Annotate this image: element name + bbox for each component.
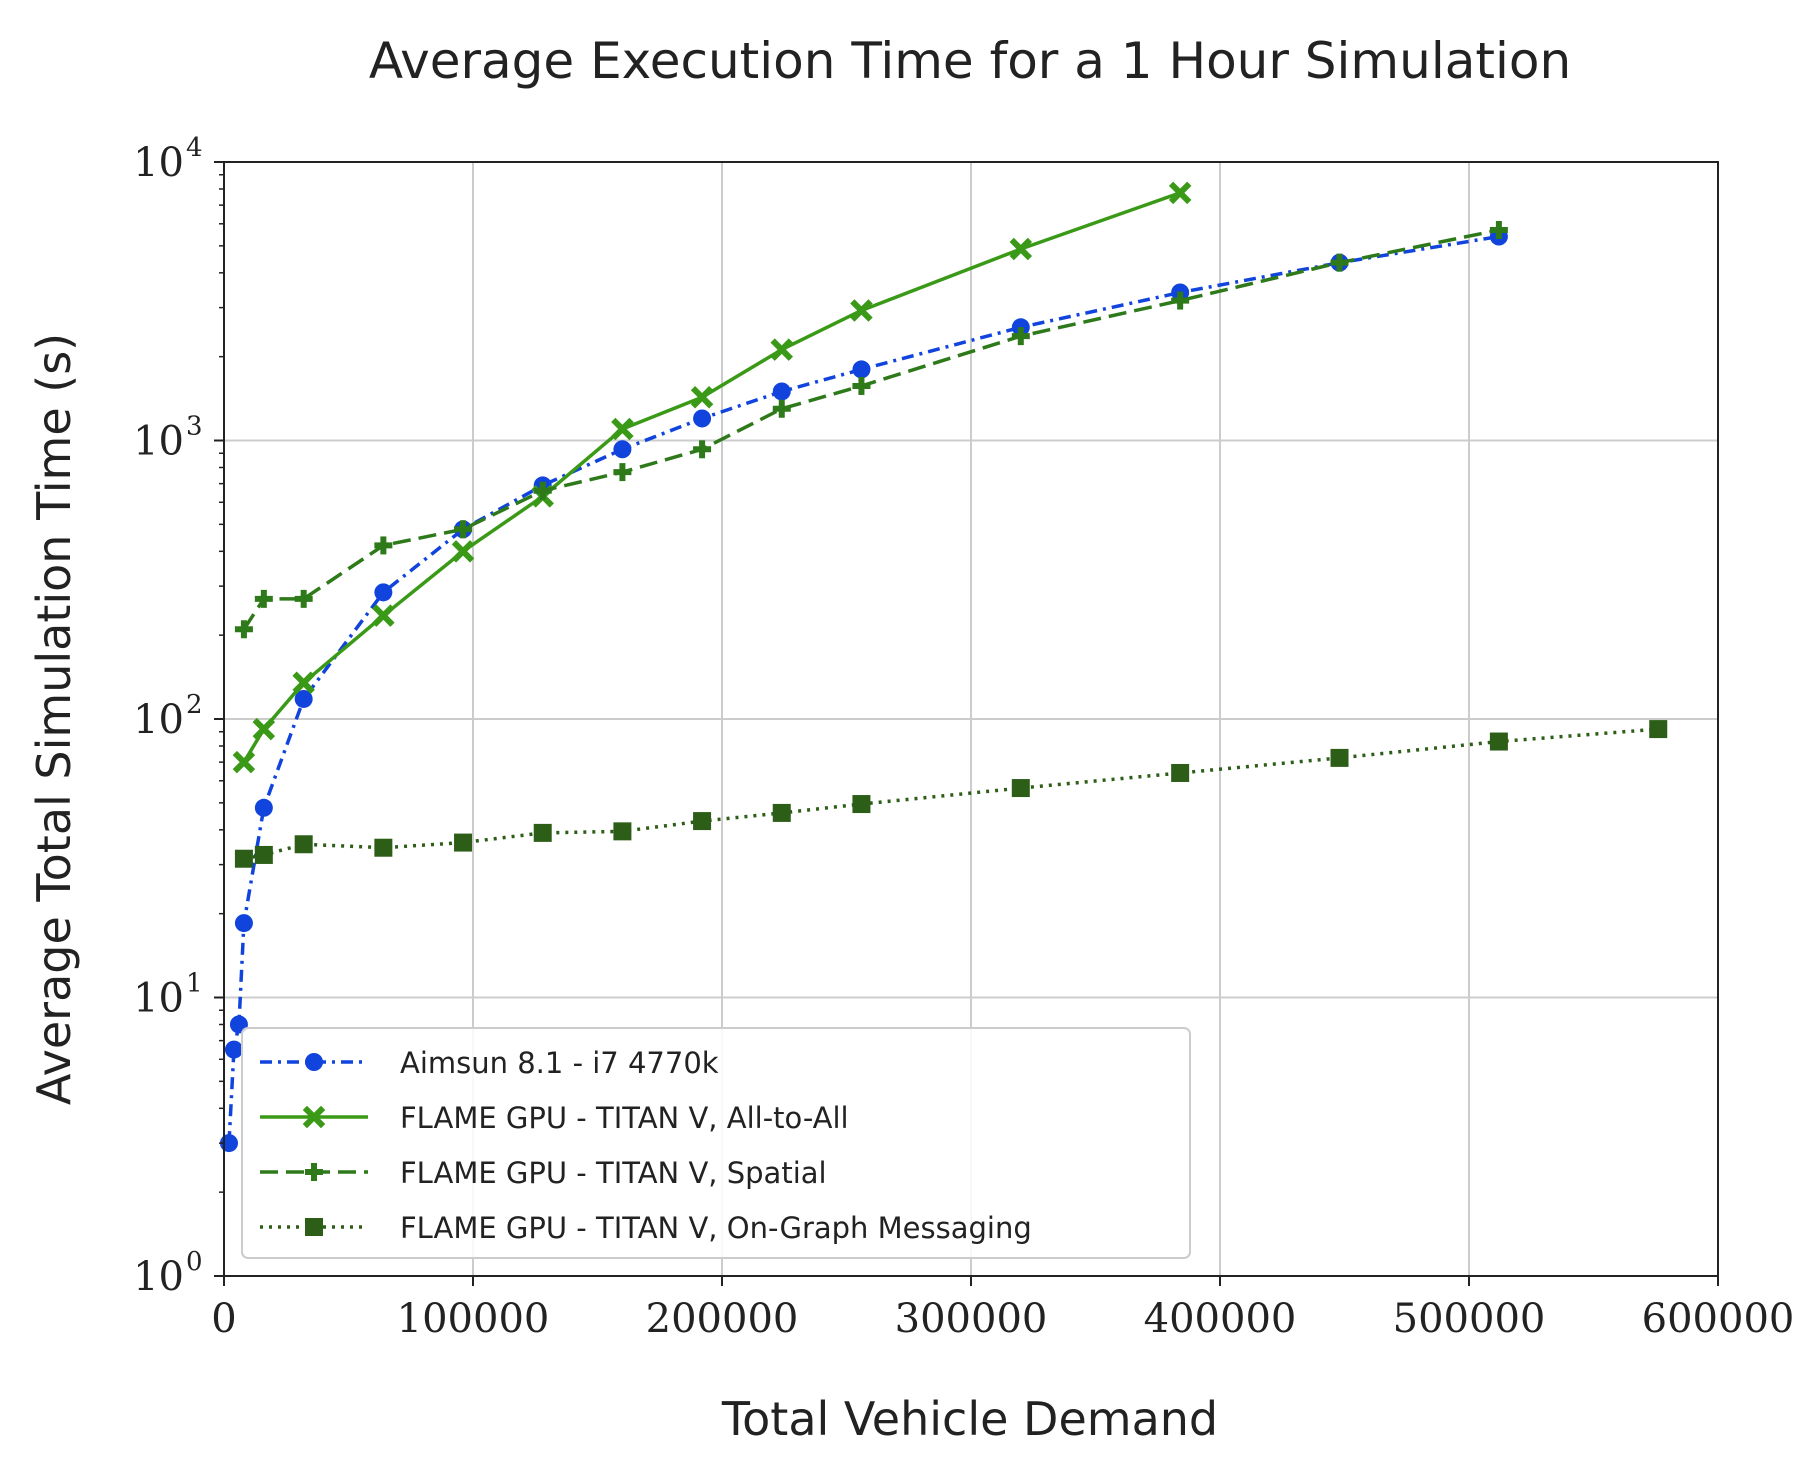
- data-point: [374, 536, 393, 555]
- legend-marker: [305, 1163, 323, 1181]
- data-point: [533, 481, 552, 500]
- legend-marker: [305, 1218, 323, 1236]
- data-point: [451, 540, 475, 563]
- data-point: [852, 376, 871, 395]
- x-tick-label: 500000: [1393, 1296, 1546, 1342]
- data-point: [770, 338, 794, 361]
- data-point: [693, 440, 712, 459]
- y-tick-label: 10: [133, 697, 184, 743]
- series-flame-gpu-titan-v-on-graph-messaging: [234, 720, 1668, 868]
- data-point: [224, 1040, 243, 1059]
- legend-box: [241, 1027, 1191, 1259]
- x-tick-label: 100000: [397, 1296, 550, 1342]
- legend-marker: [305, 1053, 323, 1071]
- data-point: [1489, 220, 1508, 239]
- data-point: [374, 838, 393, 857]
- data-point: [613, 440, 632, 459]
- data-point: [852, 795, 871, 814]
- x-tick-label: 300000: [895, 1296, 1048, 1342]
- legend-label: Aimsun 8.1 - i7 4770k: [400, 1046, 719, 1080]
- data-point: [850, 299, 873, 322]
- data-point: [693, 409, 712, 428]
- series-layer: [219, 181, 1668, 1153]
- data-point: [234, 914, 253, 933]
- series-flame-gpu-titan-v-spatial: [234, 220, 1508, 639]
- x-tick-label: 0: [211, 1296, 236, 1342]
- series-aimsun-8-1-i7-4770k: [219, 227, 1508, 1153]
- data-point: [1011, 327, 1030, 346]
- series-line: [242, 191, 1181, 764]
- data-point: [252, 717, 276, 741]
- legend-item: FLAME GPU - TITAN V, Spatial: [260, 1156, 827, 1190]
- y-tick-exponent: 3: [186, 412, 203, 442]
- data-point: [772, 399, 791, 418]
- data-point: [772, 803, 791, 822]
- data-point: [374, 583, 393, 602]
- legend-marker: [302, 1105, 326, 1129]
- x-tick-label: 200000: [646, 1296, 799, 1342]
- legend-item: Aimsun 8.1 - i7 4770k: [260, 1046, 719, 1080]
- y-tick-label: 10: [133, 976, 184, 1022]
- y-tick-label: 10: [133, 140, 184, 186]
- data-point: [1330, 748, 1349, 767]
- data-point: [234, 849, 253, 868]
- data-point: [294, 835, 313, 854]
- legend: Aimsun 8.1 - i7 4770k FLAME GPU - TITAN V…: [241, 1027, 1191, 1259]
- y-axis-label: Average Total Simulation Time (s): [27, 333, 81, 1105]
- legend-label: FLAME GPU - TITAN V, All-to-All: [400, 1101, 849, 1135]
- legend-item: FLAME GPU - TITAN V, All-to-All: [260, 1101, 849, 1135]
- data-point: [294, 689, 313, 708]
- data-point: [611, 417, 634, 441]
- data-point: [254, 589, 273, 608]
- data-point: [1489, 732, 1508, 751]
- data-point: [613, 463, 632, 482]
- series-line: [242, 228, 1500, 631]
- data-point: [613, 822, 632, 841]
- data-point: [690, 385, 714, 409]
- legend-label: FLAME GPU - TITAN V, Spatial: [400, 1156, 827, 1190]
- data-point: [1171, 763, 1190, 782]
- data-point: [234, 620, 253, 639]
- series-flame-gpu-titan-v-all-to-all: [232, 181, 1192, 774]
- y-tick-exponent: 0: [186, 1247, 203, 1277]
- data-point: [1009, 237, 1033, 261]
- y-tick-exponent: 4: [186, 133, 203, 163]
- data-point: [254, 798, 273, 817]
- data-point: [1011, 779, 1030, 798]
- y-tick-label: 10: [133, 419, 184, 465]
- data-point: [1649, 720, 1668, 739]
- data-point: [1171, 291, 1190, 310]
- legend-item: FLAME GPU - TITAN V, On-Graph Messaging: [260, 1211, 1032, 1245]
- data-point: [772, 382, 791, 401]
- y-tick-exponent: 1: [186, 969, 203, 999]
- data-point: [693, 812, 712, 831]
- data-point: [254, 845, 273, 864]
- data-point: [1168, 181, 1192, 205]
- data-point: [454, 833, 473, 852]
- x-tick-label: 600000: [1642, 1296, 1795, 1342]
- data-point: [232, 750, 256, 774]
- data-point: [292, 671, 315, 694]
- data-point: [294, 589, 313, 608]
- y-tick-label: 10: [133, 1254, 184, 1300]
- x-tick-label: 400000: [1144, 1296, 1297, 1342]
- data-point: [454, 520, 473, 539]
- data-point: [852, 360, 871, 379]
- x-axis-label: Total Vehicle Demand: [721, 1392, 1218, 1446]
- data-point: [1330, 253, 1349, 272]
- data-point: [372, 604, 395, 627]
- y-tick-exponent: 2: [186, 690, 203, 720]
- data-point: [533, 823, 552, 842]
- legend-label: FLAME GPU - TITAN V, On-Graph Messaging: [400, 1211, 1032, 1245]
- chart-title: Average Execution Time for a 1 Hour Simu…: [369, 32, 1571, 90]
